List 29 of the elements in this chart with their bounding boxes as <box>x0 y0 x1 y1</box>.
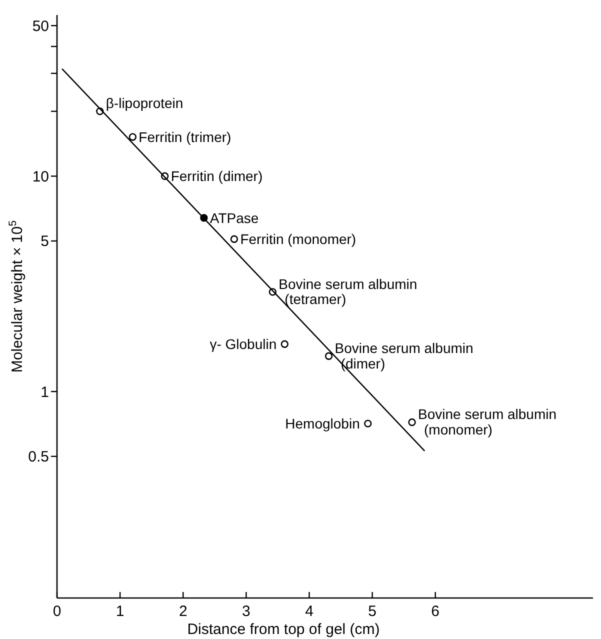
y-tick-label: 10 <box>32 168 49 186</box>
point <box>128 133 137 141</box>
point <box>324 352 333 360</box>
x-tick-label: 2 <box>178 603 188 620</box>
x-tick-label: 5 <box>368 603 376 620</box>
annotation: Ferritin (trimer) <box>138 128 232 145</box>
annotation: Hemoglobin <box>285 415 360 432</box>
x-tick-label: 3 <box>242 603 250 620</box>
x-tick-label: 4 <box>305 603 314 620</box>
annotation: Bovine serum albumin (tetramer) <box>278 276 418 308</box>
annotation: γ- Globulin <box>210 336 277 352</box>
annotation: β-lipoprotein <box>106 95 184 112</box>
x-tick-label: 6 <box>431 603 440 620</box>
point <box>408 418 416 426</box>
x-axis-title: Distance from top of gel (cm) <box>187 621 380 638</box>
y-tick-label: 0.5 <box>28 448 49 466</box>
y-tick-label: 5 <box>40 233 49 250</box>
point <box>280 340 288 348</box>
annotation: Ferritin (monomer) <box>240 231 356 248</box>
y-tick-label: 50 <box>32 18 49 35</box>
y-tick-label: 1 <box>40 384 49 401</box>
point <box>364 420 372 428</box>
annotation: Bovine serum albumin (monomer) <box>418 406 557 438</box>
x-tick-label: 0 <box>52 603 62 620</box>
annotation: Ferritin (dimer) <box>170 168 263 184</box>
x-tick-label: 1 <box>116 603 124 620</box>
annotation: Bovine serum albumin (dimer) <box>334 340 474 372</box>
point <box>230 235 238 243</box>
annotation: ATPase <box>210 210 259 226</box>
